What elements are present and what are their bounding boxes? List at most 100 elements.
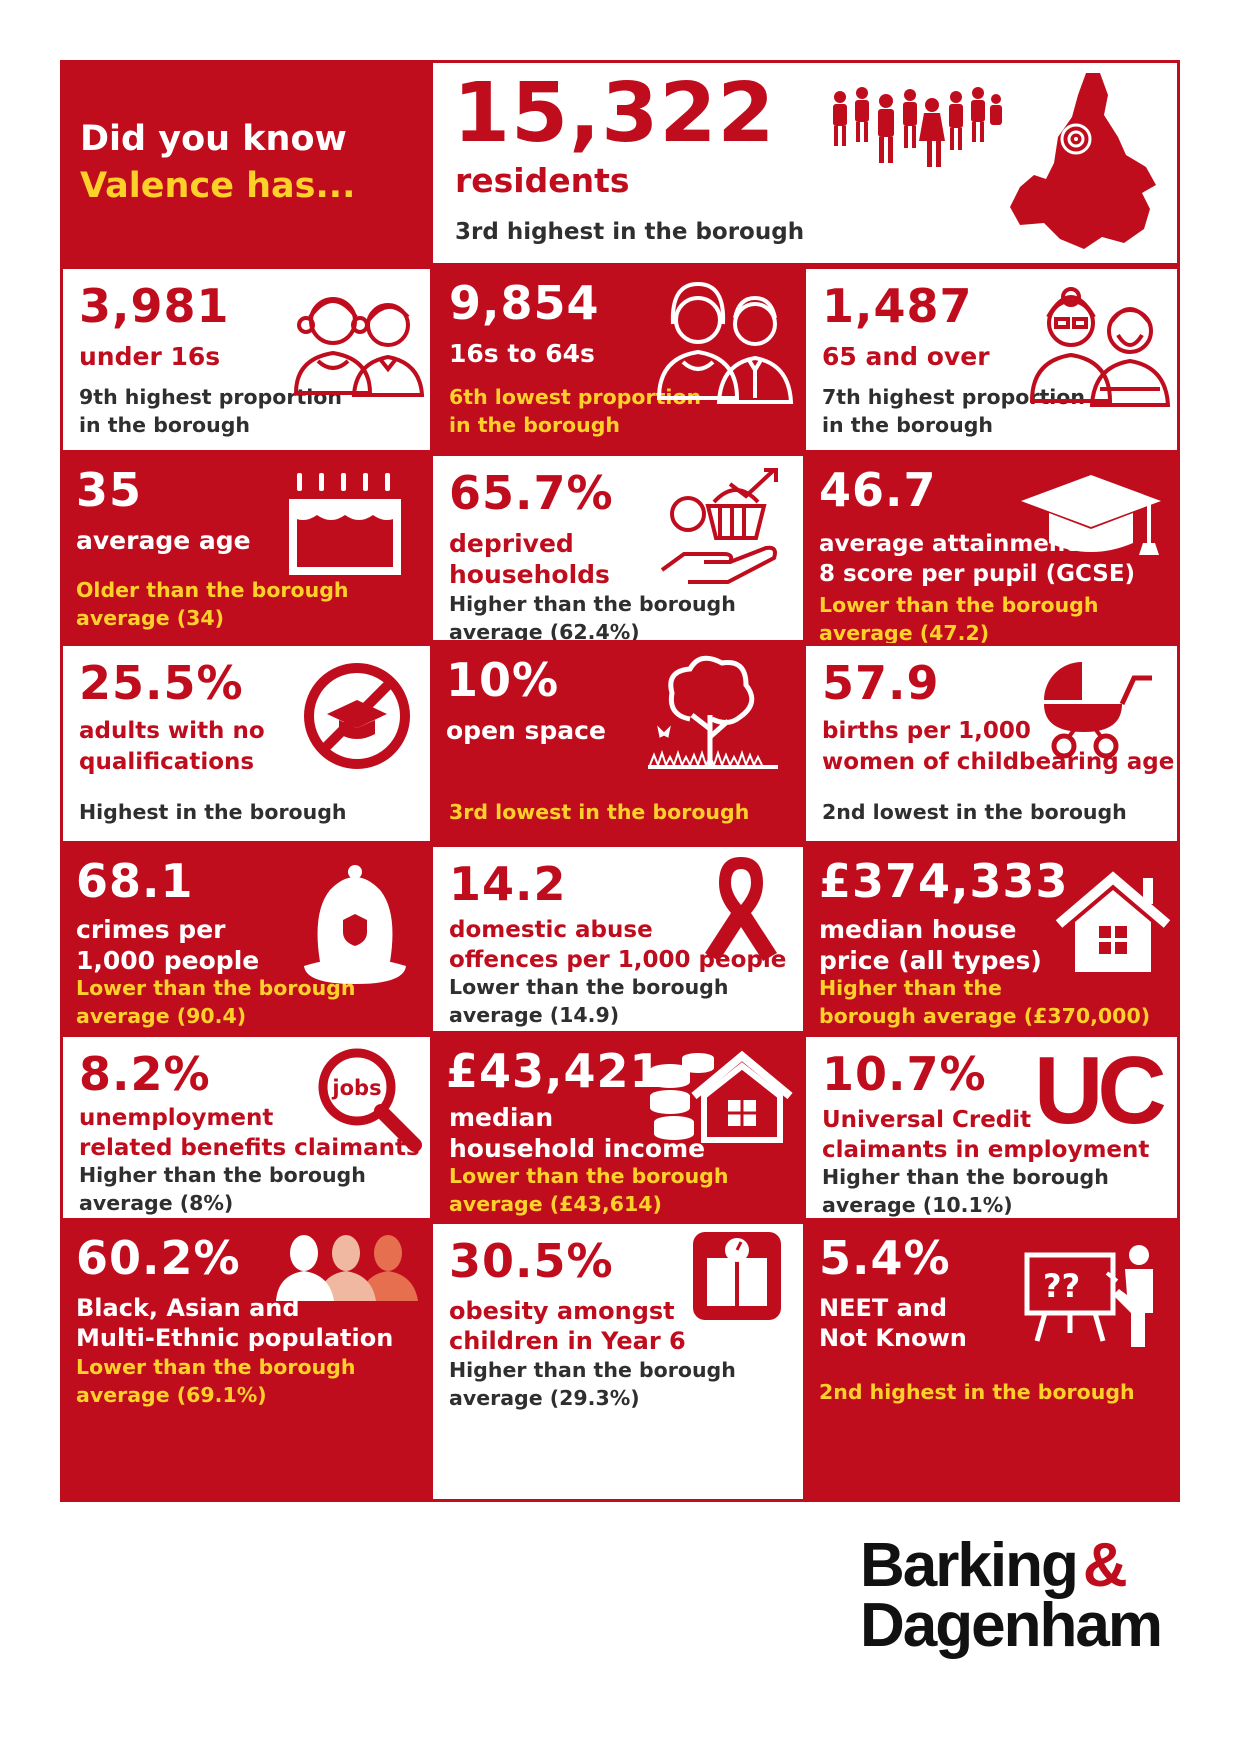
stat-note: 9th highest proportion in the borough bbox=[79, 383, 342, 439]
stat-cell-neet: 5.4% NEET and Not Known 2nd highest in t… bbox=[803, 1221, 1180, 1502]
stat-label-line: deprived bbox=[449, 529, 574, 558]
stat-note-line: average (34) bbox=[76, 606, 225, 630]
children-icon bbox=[293, 297, 425, 397]
board-text: ?? bbox=[1043, 1267, 1080, 1305]
uc-text: UC bbox=[1034, 1049, 1164, 1129]
stat-cell-universal-credit: 10.7% Universal Credit claimants in empl… bbox=[806, 1037, 1177, 1218]
stat-note: 2nd highest in the borough bbox=[819, 1378, 1135, 1406]
stat-label-line: median house bbox=[819, 915, 1017, 944]
stat-value: 68.1 bbox=[76, 854, 194, 908]
teacher-board-icon: ?? bbox=[1024, 1245, 1153, 1347]
stat-label: Black, Asian and Multi-Ethnic population bbox=[76, 1293, 393, 1353]
stat-note-line: average (47.2) bbox=[819, 621, 990, 643]
stat-value: 57.9 bbox=[822, 656, 940, 710]
stat-cell-ethnic-population: 60.2% Black, Asian and Multi-Ethnic popu… bbox=[60, 1221, 433, 1502]
stat-note: Higher than the borough average (29.3%) bbox=[449, 1356, 736, 1412]
stat-note-line: average (69.1%) bbox=[76, 1383, 267, 1407]
stat-label: median house price (all types) bbox=[819, 914, 1042, 976]
stat-label-line: births per 1,000 bbox=[822, 718, 1031, 744]
stat-label-line: 8 score per pupil (GCSE) bbox=[819, 561, 1136, 587]
stat-note: 2nd lowest in the borough bbox=[822, 798, 1127, 826]
stat-cell-house-price: £374,333 median house price (all types) … bbox=[803, 844, 1180, 1034]
stat-value: 3,981 bbox=[79, 279, 230, 333]
stat-note: Lower than the borough average (£43,614) bbox=[449, 1162, 728, 1218]
stat-note: Lower than the borough average (69.1%) bbox=[76, 1353, 355, 1409]
stat-label: under 16s bbox=[79, 342, 221, 371]
stat-label-line: crimes per bbox=[76, 915, 226, 944]
stat-note-line: Higher than the borough bbox=[449, 1358, 736, 1382]
stat-cell-attainment-8: 46.7 average attainment 8 score per pupi… bbox=[803, 453, 1180, 643]
stat-label-line: unemployment bbox=[79, 1105, 274, 1131]
stat-cell-births: 57.9 births per 1,000 women of childbear… bbox=[806, 646, 1177, 841]
adults-icon bbox=[656, 281, 794, 404]
stat-cell-average-age: 35 average age Older than the borough av… bbox=[60, 453, 433, 643]
stat-note-line: 2nd highest in the borough bbox=[819, 1380, 1135, 1404]
stat-value: 5.4% bbox=[819, 1231, 951, 1285]
stat-cell-open-space: 10% open space 3rd lowest in the borough bbox=[430, 643, 803, 844]
tree-icon bbox=[648, 655, 778, 769]
stat-value: £43,421 bbox=[446, 1044, 663, 1098]
stat-label: domestic abuse offences per 1,000 people bbox=[449, 915, 786, 975]
stat-label-line: qualifications bbox=[79, 749, 255, 775]
no-qualifications-icon bbox=[304, 663, 410, 769]
ribbon-icon bbox=[705, 857, 777, 961]
stat-label: average attainment 8 score per pupil (GC… bbox=[819, 529, 1135, 589]
stat-label: 65 and over bbox=[822, 342, 990, 371]
stat-label-line: Not Known bbox=[819, 1324, 967, 1352]
stat-note-line: 3rd lowest in the borough bbox=[449, 800, 750, 824]
stat-value: 35 bbox=[76, 463, 143, 517]
stat-note-line: Lower than the borough bbox=[819, 593, 1099, 617]
stat-note-line: average (14.9) bbox=[449, 1003, 620, 1027]
stat-note-line: 7th highest proportion bbox=[822, 385, 1085, 409]
stat-label: open space bbox=[446, 716, 606, 745]
stat-value: 25.5% bbox=[79, 656, 244, 710]
intro-line2: Valence has... bbox=[80, 166, 356, 206]
stat-label-line: median bbox=[449, 1103, 554, 1132]
stat-label-line: NEET and bbox=[819, 1294, 948, 1322]
stat-label-line: Multi-Ethnic population bbox=[76, 1324, 394, 1352]
stat-value: 46.7 bbox=[819, 463, 937, 517]
stat-label: obesity amongst children in Year 6 bbox=[449, 1296, 686, 1356]
stat-value: 8.2% bbox=[79, 1047, 211, 1101]
stat-note-line: in the borough bbox=[822, 413, 994, 437]
uc-logo-icon: UC bbox=[1034, 1049, 1170, 1129]
stat-note-line: borough average (£370,000) bbox=[819, 1004, 1151, 1028]
birthday-cake-icon bbox=[289, 473, 401, 575]
stat-note: 3rd lowest in the borough bbox=[449, 798, 749, 826]
stat-value: 1,487 bbox=[822, 279, 973, 333]
stat-note-line: average (62.4%) bbox=[449, 620, 640, 640]
logo-line2: Dagenham bbox=[860, 1591, 1163, 1660]
stat-note-line: Lower than the borough bbox=[76, 976, 356, 1000]
stat-note-line: average (10.1%) bbox=[822, 1193, 1013, 1217]
stat-note: Older than the borough average (34) bbox=[76, 576, 349, 632]
stat-label-line: households bbox=[449, 560, 610, 589]
stat-label-line: children in Year 6 bbox=[449, 1327, 686, 1355]
stat-cell-under-16s: 3,981 under 16s 9th highest proportion i… bbox=[63, 269, 430, 450]
police-helmet-icon bbox=[304, 865, 406, 984]
stat-label: adults with no qualifications bbox=[79, 716, 265, 778]
logo-ampersand: & bbox=[1082, 1531, 1128, 1600]
stat-note-line: Higher than the borough bbox=[79, 1163, 366, 1187]
intro-line1: Did you know bbox=[80, 119, 347, 159]
stat-cell-65-and-over: 1,487 65 and over 7th highest proportion… bbox=[806, 269, 1177, 450]
logo-line1: Barking bbox=[860, 1531, 1079, 1600]
stat-label-line: Universal Credit bbox=[822, 1107, 1032, 1133]
stat-note-line: in the borough bbox=[449, 413, 621, 437]
stat-label-line: 1,000 people bbox=[76, 946, 260, 975]
stat-note: Lower than the borough average (14.9) bbox=[449, 973, 728, 1029]
pram-icon bbox=[1044, 662, 1152, 759]
borough-map-icon bbox=[1010, 73, 1156, 249]
stat-note: Higher than the borough average (10.1%) bbox=[822, 1163, 1109, 1218]
residents-value: 15,322 bbox=[453, 66, 776, 161]
stat-label-line: offences per 1,000 people bbox=[449, 947, 787, 973]
barking-dagenham-logo: Barking& Dagenham bbox=[860, 1535, 1163, 1657]
deprivation-icon bbox=[660, 468, 778, 584]
stat-label: 16s to 64s bbox=[449, 339, 595, 368]
stat-label: Universal Credit claimants in employment bbox=[822, 1105, 1149, 1165]
stat-note: Higher than the borough average (£370,00… bbox=[819, 974, 1150, 1030]
stat-note: Higher than the borough average (62.4%) bbox=[449, 590, 736, 640]
stat-note-line: Older than the borough bbox=[76, 578, 349, 602]
stat-cell-crimes: 68.1 crimes per 1,000 people Lower than … bbox=[60, 844, 433, 1034]
stat-cell-16s-to-64s: 9,854 16s to 64s 6th lowest proportion i… bbox=[433, 266, 803, 453]
stat-note-line: average (8%) bbox=[79, 1191, 234, 1215]
